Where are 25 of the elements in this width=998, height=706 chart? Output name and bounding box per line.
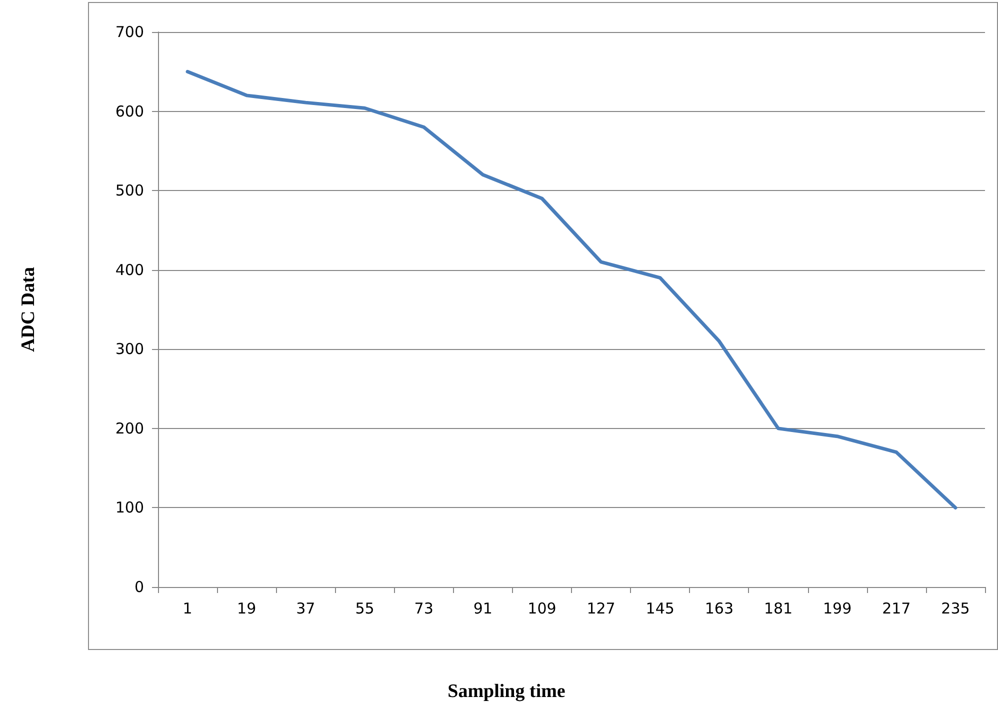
- x-tick-label: 235: [941, 600, 970, 618]
- x-tick-label: 145: [646, 600, 674, 618]
- x-tick-label: 19: [237, 600, 256, 618]
- y-tick-label: 300: [115, 340, 144, 358]
- x-tick-label: 73: [414, 600, 434, 618]
- y-tick-label: 100: [115, 498, 144, 517]
- x-tick-label: 217: [882, 600, 911, 618]
- x-tick-label: 127: [586, 600, 616, 618]
- x-axis-title: Sampling time: [448, 681, 566, 702]
- x-tick-label: 55: [355, 600, 374, 618]
- y-axis-title: ADC Data: [18, 266, 39, 352]
- x-tick-label: 91: [473, 600, 492, 618]
- x-tick-label: 199: [823, 600, 852, 618]
- y-tick-label: 500: [115, 182, 144, 200]
- x-tick-label: 37: [296, 600, 316, 618]
- x-tick-label: 1: [182, 600, 192, 618]
- x-tick-label: 109: [528, 600, 556, 618]
- y-tick-label: 200: [115, 419, 144, 438]
- y-tick-label: 400: [115, 260, 144, 279]
- y-tick-label: 0: [134, 578, 144, 596]
- y-tick-label: 600: [115, 102, 144, 120]
- x-tick-label: 163: [704, 600, 734, 618]
- y-tick-label: 700: [115, 23, 144, 41]
- x-tick-label: 181: [764, 600, 793, 618]
- line-series: [186, 70, 958, 510]
